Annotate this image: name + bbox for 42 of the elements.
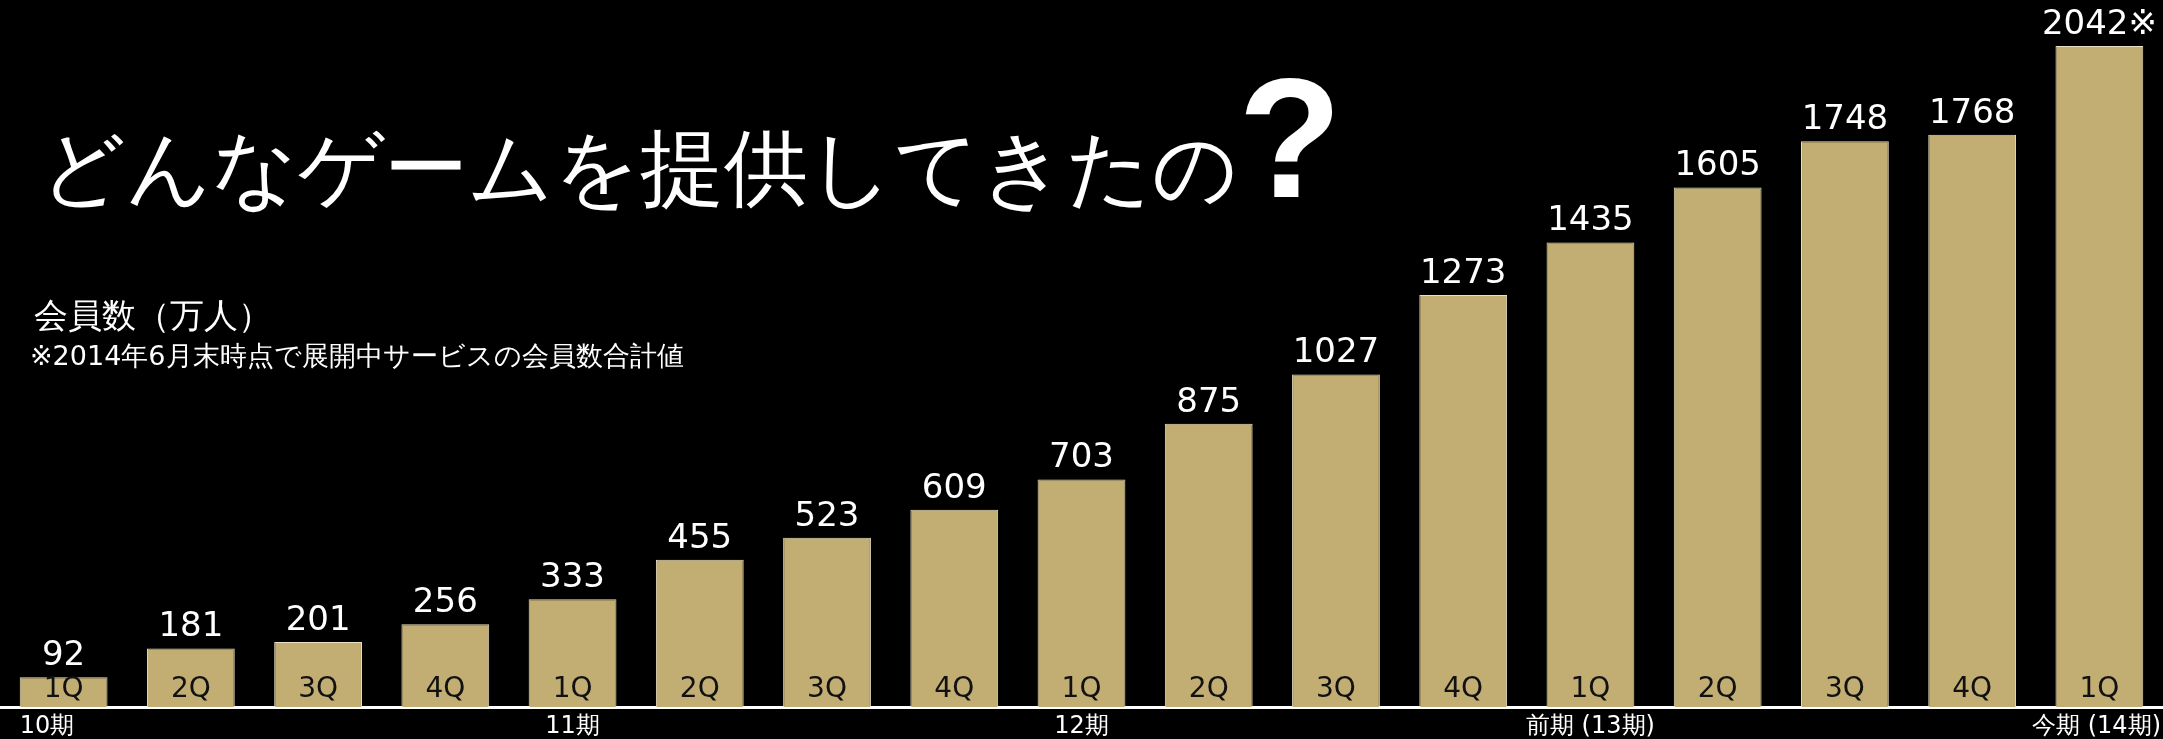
data-label: 523: [794, 493, 860, 534]
data-label: 1768: [1928, 90, 2016, 131]
x-tick-label: 1Q: [2079, 671, 2120, 705]
x-tick-label: 3Q: [807, 671, 847, 705]
data-label: 1748: [1801, 97, 1889, 137]
chart-title: どんなゲームを提供してきたの?: [40, 43, 1342, 233]
data-label: 201: [285, 597, 351, 638]
x-tick-label: 3Q: [298, 671, 339, 705]
text: 10期: [19, 711, 75, 739]
data-label: 703: [1049, 435, 1114, 476]
data-label: 455: [667, 515, 733, 556]
x-tick-label: 2Q: [170, 671, 211, 705]
x-tick-label: 1Q: [1061, 671, 1102, 705]
x-tick-label: 3Q: [1316, 671, 1356, 705]
data-label: 256: [412, 579, 478, 620]
text: 今期 (14期): [2032, 711, 2161, 739]
data-label: 1027: [1292, 330, 1380, 371]
data-label: 1435: [1547, 198, 1634, 239]
x-tick-label: 2Q: [679, 671, 720, 705]
text: 前期 (13期): [1525, 711, 1655, 739]
data-label: 181: [158, 604, 224, 645]
data-label: 333: [540, 555, 606, 596]
text: 11期: [545, 711, 600, 739]
x-tick-label: 4Q: [934, 671, 975, 705]
data-label: 1605: [1674, 143, 1761, 184]
x-tick-label: 2Q: [1188, 671, 1229, 705]
x-tick-label: 1Q: [43, 671, 84, 705]
data-label: 609: [921, 465, 987, 506]
x-tick-label: 4Q: [1443, 671, 1484, 705]
text: 12期: [1054, 711, 1109, 739]
x-tick-label: 4Q: [425, 671, 466, 705]
data-label: 92: [41, 633, 86, 674]
data-label: 875: [1176, 379, 1242, 420]
x-tick-label: 4Q: [1952, 671, 1993, 705]
data-label: 1273: [1419, 250, 1507, 291]
annotation: ※2014年6月末時点で展開中サービスの会員数合計値: [30, 339, 684, 373]
y-axis-title: 会員数（万人）: [34, 294, 272, 337]
x-tick-label: 1Q: [1570, 671, 1611, 705]
x-tick-label: 1Q: [552, 671, 593, 705]
x-tick-label: 3Q: [1824, 671, 1865, 705]
x-tick-label: 2Q: [1697, 671, 1738, 705]
data-label: 2042※: [2041, 1, 2157, 42]
